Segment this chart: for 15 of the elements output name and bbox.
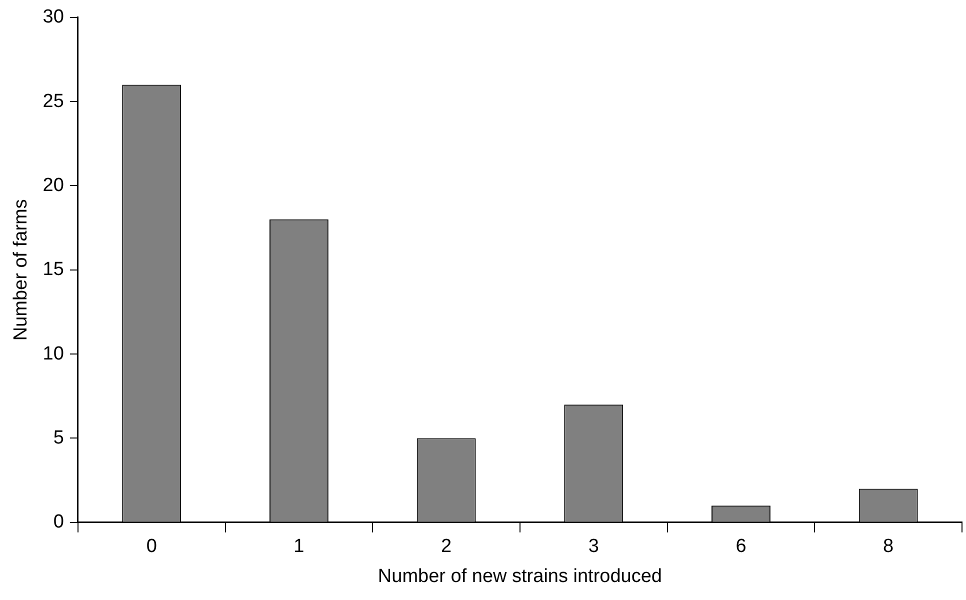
y-axis-title: Number of farms bbox=[10, 199, 32, 341]
x-tick-label: 2 bbox=[441, 536, 452, 558]
y-tick-label: 15 bbox=[42, 259, 64, 280]
y-tick-label: 5 bbox=[53, 427, 64, 448]
x-tick-label: 1 bbox=[294, 536, 304, 558]
y-tick-label: 10 bbox=[42, 343, 64, 364]
x-tick-label: 8 bbox=[883, 536, 894, 558]
y-tick-label: 30 bbox=[42, 6, 64, 28]
y-tick-label: 0 bbox=[53, 512, 64, 533]
x-axis-title: Number of new strains introduced bbox=[378, 566, 662, 587]
x-tick-label: 0 bbox=[146, 536, 157, 558]
x-tick-label: 6 bbox=[736, 536, 746, 558]
x-tick-label: 3 bbox=[588, 536, 599, 558]
y-tick-label: 20 bbox=[42, 174, 64, 196]
y-tick-label: 25 bbox=[42, 90, 64, 112]
